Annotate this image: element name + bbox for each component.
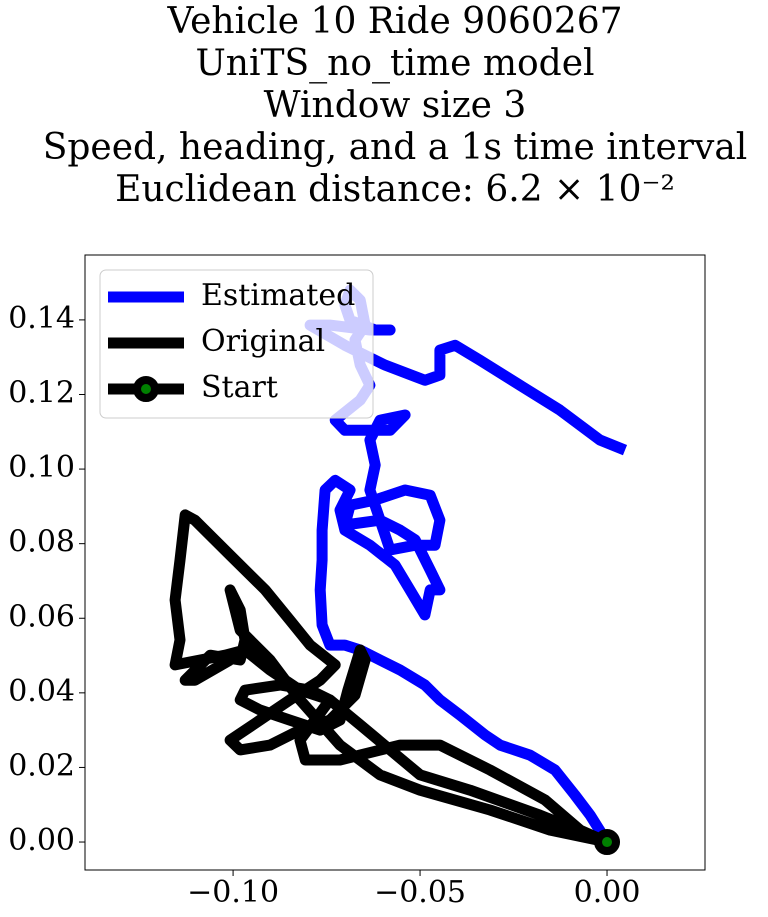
chart-title: Window size 3 [264, 85, 527, 126]
x-tick-label: 0.00 [574, 875, 641, 910]
plot-frame [84, 254, 706, 871]
chart-title: Vehicle 10 Ride 9060267 [166, 1, 622, 42]
x-tick-label: −0.05 [374, 875, 466, 910]
y-tick-label: 0.08 [8, 525, 75, 560]
y-tick-label: 0.00 [8, 823, 75, 858]
chart-title: Speed, heading, and a 1s time interval [43, 127, 748, 168]
legend-box [99, 269, 374, 419]
chart-title: UniTS_no_time model [195, 43, 594, 84]
start-marker [594, 829, 621, 856]
y-tick-label: 0.10 [8, 450, 75, 485]
y-tick-label: 0.04 [8, 674, 75, 709]
y-tick-label: 0.12 [8, 375, 75, 410]
legend-label: Start [201, 370, 278, 405]
series-line [169, 509, 613, 848]
chart-title: Euclidean distance: 6.2 × 10⁻² [115, 169, 675, 210]
legend-label: Estimated [201, 278, 355, 313]
y-tick-label: 0.14 [8, 301, 75, 336]
x-tick-label: −0.10 [187, 875, 279, 910]
legend-label: Original [201, 324, 325, 359]
y-tick-label: 0.06 [8, 599, 75, 634]
y-tick-label: 0.02 [8, 748, 75, 783]
legend-marker [133, 376, 159, 402]
